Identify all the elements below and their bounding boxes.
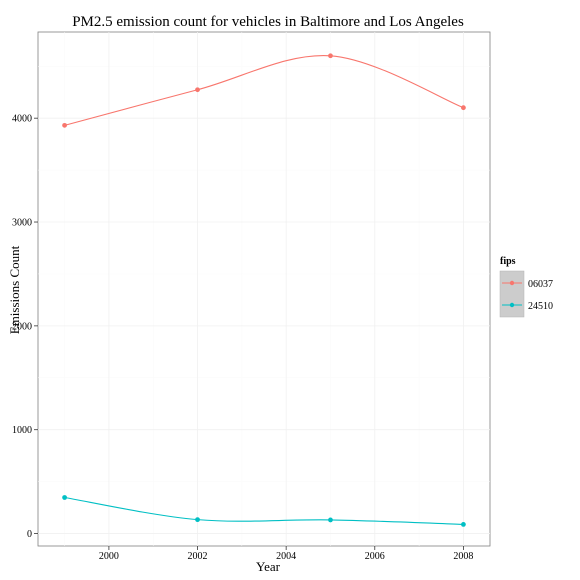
legend-label-06037: 06037 xyxy=(528,279,553,290)
x-tick-label: 2006 xyxy=(365,551,385,562)
y-tick-label: 1000 xyxy=(12,425,32,436)
legend-key-24510-point xyxy=(509,302,515,308)
y-tick-label: 3000 xyxy=(12,218,32,229)
legend-key-box xyxy=(499,270,525,318)
y-tick-label: 0 xyxy=(27,529,32,540)
data-point-06037 xyxy=(328,53,333,59)
x-axis-title: Year xyxy=(256,559,281,574)
series-line-06037 xyxy=(64,55,464,126)
data-point-06037 xyxy=(461,105,466,111)
x-tick-label: 2002 xyxy=(188,551,208,562)
data-point-24510 xyxy=(328,517,333,523)
data-point-06037 xyxy=(62,122,67,128)
x-tick-label: 2008 xyxy=(453,551,473,562)
data-point-24510 xyxy=(62,495,67,500)
legend-key-06037-point xyxy=(509,280,515,286)
series-line-24510 xyxy=(64,496,464,525)
data-point-06037 xyxy=(195,87,200,93)
x-tick-label: 2004 xyxy=(276,551,296,562)
data-point-24510 xyxy=(461,522,466,527)
grid-lines xyxy=(38,32,490,546)
plot-panel xyxy=(37,31,491,547)
y-axis-title: Emissions Count xyxy=(7,245,22,334)
y-tick-label: 4000 xyxy=(12,114,32,125)
data-point-24510 xyxy=(195,517,200,523)
series-layer xyxy=(62,53,466,527)
x-tick-label: 2000 xyxy=(99,551,119,562)
legend-title: fips xyxy=(500,256,516,267)
legend: fips 06037 24510 xyxy=(499,256,553,318)
y-tick-label: 2000 xyxy=(12,321,32,332)
axis-ticks: 2000 2002 2004 2006 2008 0 1000 2000 3000 4000 xyxy=(12,114,473,562)
legend-label-24510: 24510 xyxy=(528,301,553,312)
chart-title: PM2.5 emission count for vehicles in Bal… xyxy=(72,14,464,30)
